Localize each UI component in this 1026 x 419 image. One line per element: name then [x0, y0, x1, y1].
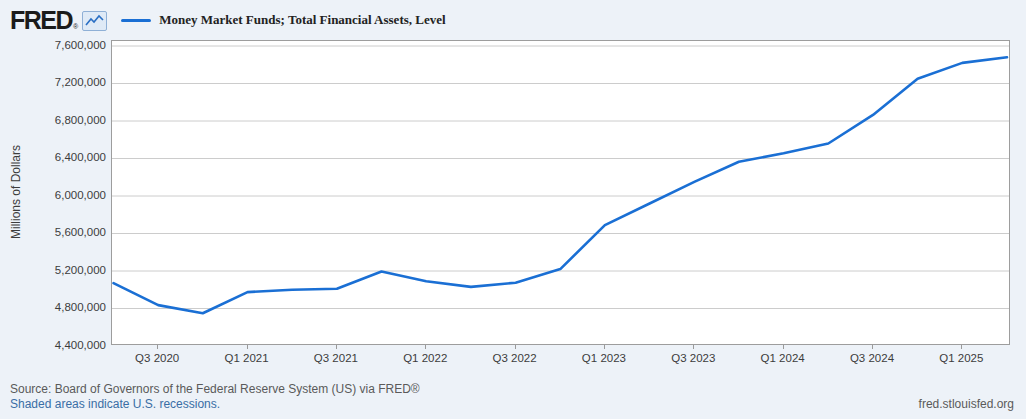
- y-tick-label: 7,200,000: [0, 75, 106, 90]
- x-tick-mark: [425, 345, 426, 349]
- series-title[interactable]: Money Market Funds; Total Financial Asse…: [159, 12, 445, 28]
- chart-plot-area[interactable]: [111, 40, 1010, 345]
- y-tick-label: 6,800,000: [0, 113, 106, 128]
- x-tick-label: Q3 2024: [830, 352, 914, 364]
- x-tick-label: Q3 2020: [115, 352, 199, 364]
- x-tick-mark: [783, 345, 784, 349]
- x-tick-label: Q1 2023: [562, 352, 646, 364]
- y-tick-label: 6,000,000: [0, 188, 106, 203]
- line-chart-icon: [82, 11, 107, 31]
- x-tick-label: Q1 2024: [741, 352, 825, 364]
- x-tick-mark: [872, 345, 873, 349]
- x-tick-mark: [515, 345, 516, 349]
- x-tick-label: Q3 2023: [651, 352, 735, 364]
- x-tick-label: Q1 2025: [919, 352, 1003, 364]
- y-tick-label: 4,800,000: [0, 300, 106, 315]
- y-axis-tick-labels: 7,600,000 7,200,000 6,800,000 6,400,000 6,00…: [0, 40, 106, 345]
- fred-site-url[interactable]: fred.stlouisfed.org: [919, 397, 1014, 411]
- source-attribution: Source: Board of Governors of the Federa…: [10, 382, 420, 397]
- x-tick-label: Q3 2021: [294, 352, 378, 364]
- y-tick-label: 4,400,000: [0, 338, 106, 353]
- registered-trademark-mark: ®: [73, 23, 78, 30]
- x-tick-mark: [247, 345, 248, 349]
- series-legend-line: [121, 19, 151, 22]
- x-tick-mark: [157, 345, 158, 349]
- x-tick-label: Q3 2022: [473, 352, 557, 364]
- fred-chart-widget: FRED ® Money Market Funds; Total Financi…: [0, 0, 1026, 419]
- recession-shading-link[interactable]: Shaded areas indicate U.S. recessions.: [10, 397, 220, 412]
- x-tick-mark: [336, 345, 337, 349]
- y-tick-label: 6,400,000: [0, 150, 106, 165]
- x-tick-mark: [604, 345, 605, 349]
- x-tick-label: Q1 2022: [383, 352, 467, 364]
- y-tick-label: 7,600,000: [0, 38, 106, 53]
- fred-logo[interactable]: FRED ®: [10, 8, 107, 32]
- y-tick-label: 5,200,000: [0, 263, 106, 278]
- fred-logo-text: FRED: [10, 8, 72, 32]
- series-legend: Money Market Funds; Total Financial Asse…: [121, 12, 445, 28]
- x-tick-mark: [693, 345, 694, 349]
- x-axis-tick-labels: Q3 2020 Q1 2021 Q3 2021 Q1 2022 Q3 2022 Q1 20…: [111, 345, 1010, 371]
- chart-canvas: [112, 41, 1009, 344]
- chart-header: FRED ® Money Market Funds; Total Financi…: [10, 6, 446, 34]
- y-tick-label: 5,600,000: [0, 225, 106, 240]
- x-tick-label: Q1 2021: [205, 352, 289, 364]
- x-tick-mark: [961, 345, 962, 349]
